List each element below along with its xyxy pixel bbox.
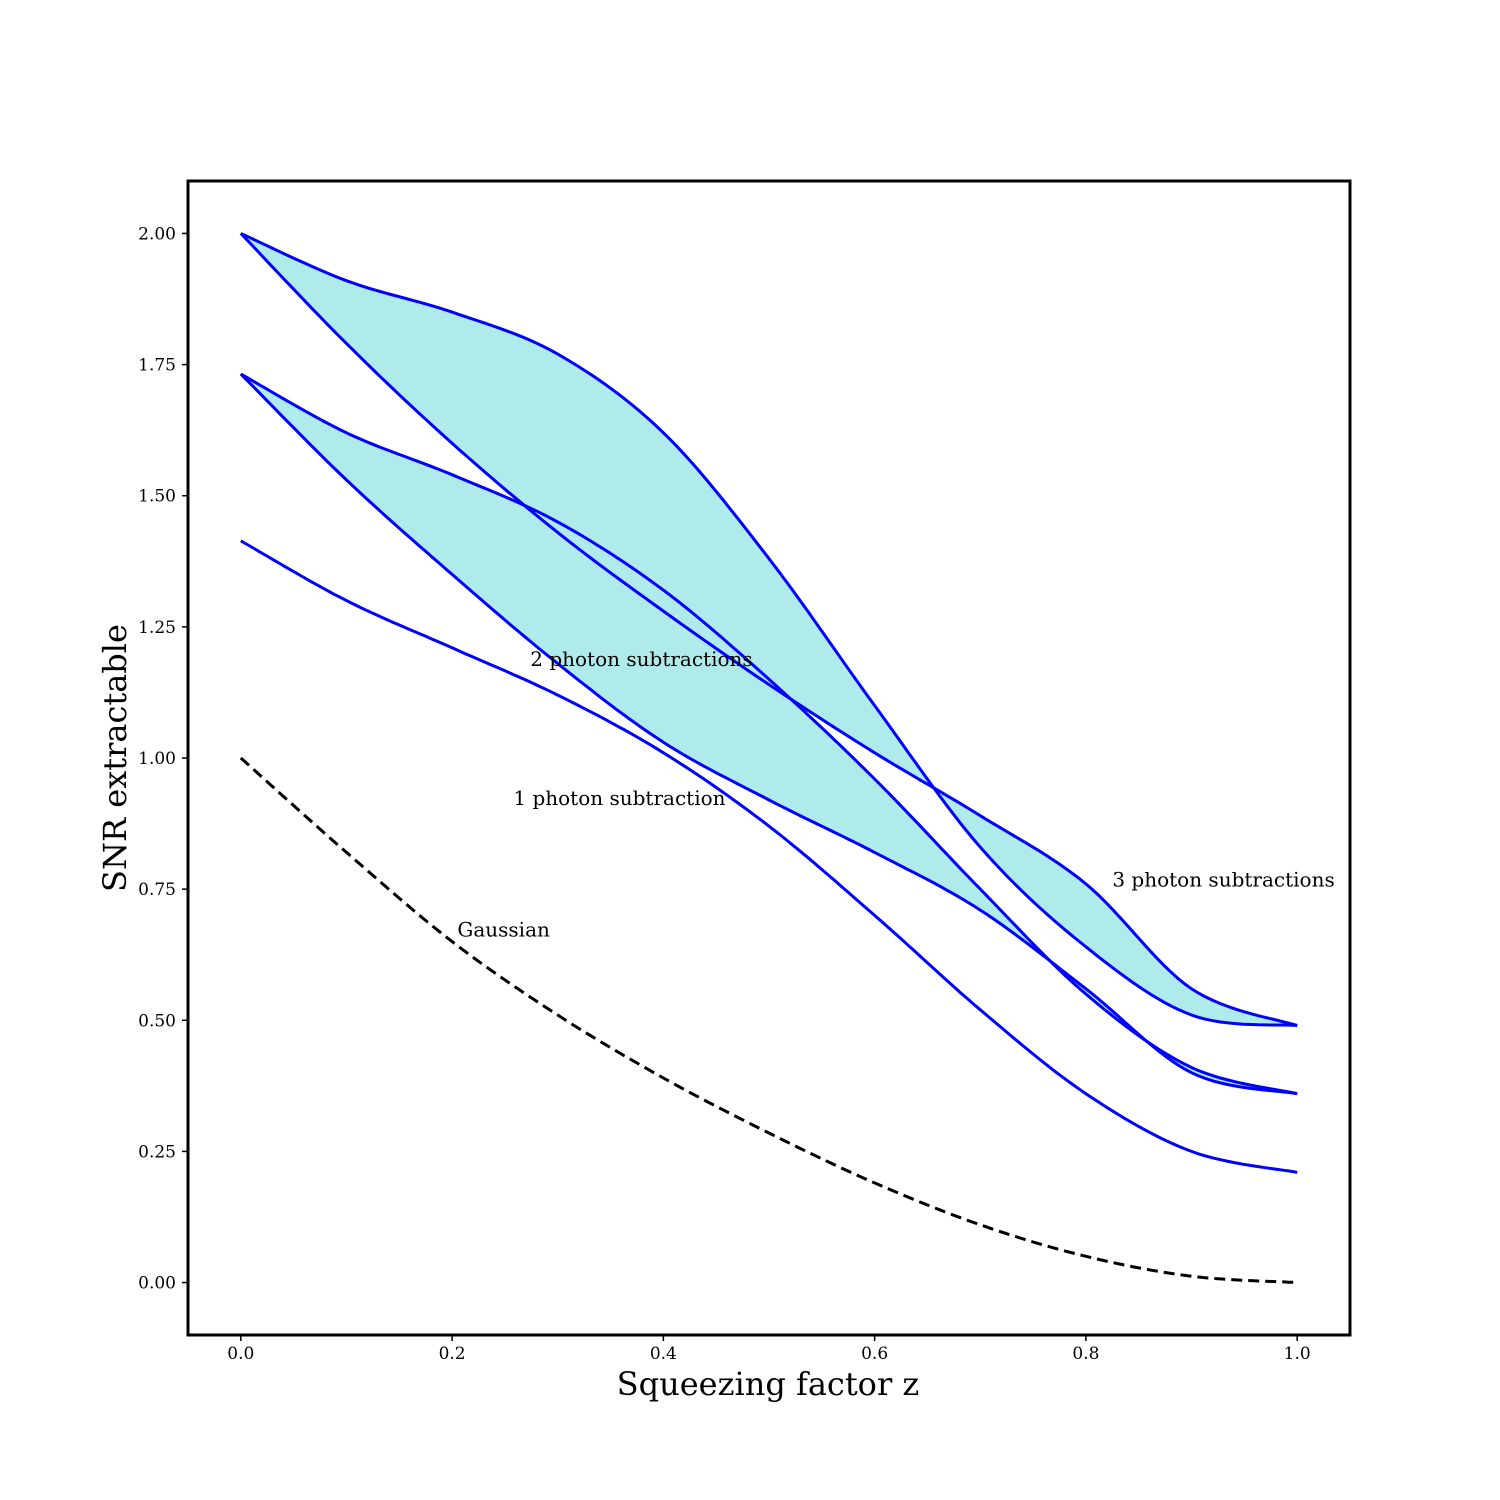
- x-tick-label: 0.6: [861, 1344, 888, 1364]
- y-tick-label: 1.50: [138, 487, 176, 507]
- series-curve-3: [239, 372, 1298, 1096]
- fill-region-2: [240, 233, 1298, 1026]
- x-axis-title: Squeezing factor z: [617, 1365, 920, 1403]
- x-tick-label: 1.0: [1284, 1344, 1311, 1364]
- fill-regions: [240, 233, 1298, 1094]
- annotation-4: 3 photon subtractions: [1112, 868, 1334, 892]
- series-curve-5: [239, 232, 1298, 1027]
- y-tick-label: 0.75: [138, 880, 176, 900]
- y-tick-label: 0.50: [138, 1011, 176, 1031]
- x-tick-label: 0.2: [439, 1344, 466, 1364]
- x-axis-ticks: 0.0 0.2 0.4 0.6 0.8 1.0: [227, 1335, 1311, 1364]
- series-lines: [239, 232, 1298, 1284]
- x-tick-label: 0.0: [227, 1344, 254, 1364]
- y-tick-label: 1.25: [138, 618, 176, 638]
- y-tick-label: 2.00: [138, 224, 176, 244]
- series-curve-2: [240, 372, 1298, 1096]
- fill-region-1: [240, 374, 1298, 1094]
- x-tick-label: 0.8: [1072, 1344, 1099, 1364]
- annotation-2: 1 photon subtraction: [513, 786, 725, 810]
- x-tick-label: 0.4: [650, 1344, 677, 1364]
- annotation-3: 2 photon subtractions: [530, 647, 752, 671]
- gaussian-curve: [239, 756, 1298, 1284]
- y-tick-label: 0.25: [138, 1142, 176, 1162]
- series-curve-4: [240, 232, 1298, 1027]
- y-tick-label: 1.75: [138, 356, 176, 376]
- y-axis-title: SNR extractable: [96, 624, 134, 892]
- y-tick-label: 1.00: [138, 749, 176, 769]
- annotations: Gaussian 1 photon subtraction 2 photon sub…: [457, 647, 1334, 941]
- y-axis-ticks: 0.00 0.25 0.50 0.75 1.00 1.25 1.50 1.75 2.00: [138, 224, 188, 1294]
- annotation-1: Gaussian: [457, 917, 550, 941]
- y-tick-label: 0.00: [138, 1274, 176, 1294]
- series-curve-1: [240, 539, 1298, 1174]
